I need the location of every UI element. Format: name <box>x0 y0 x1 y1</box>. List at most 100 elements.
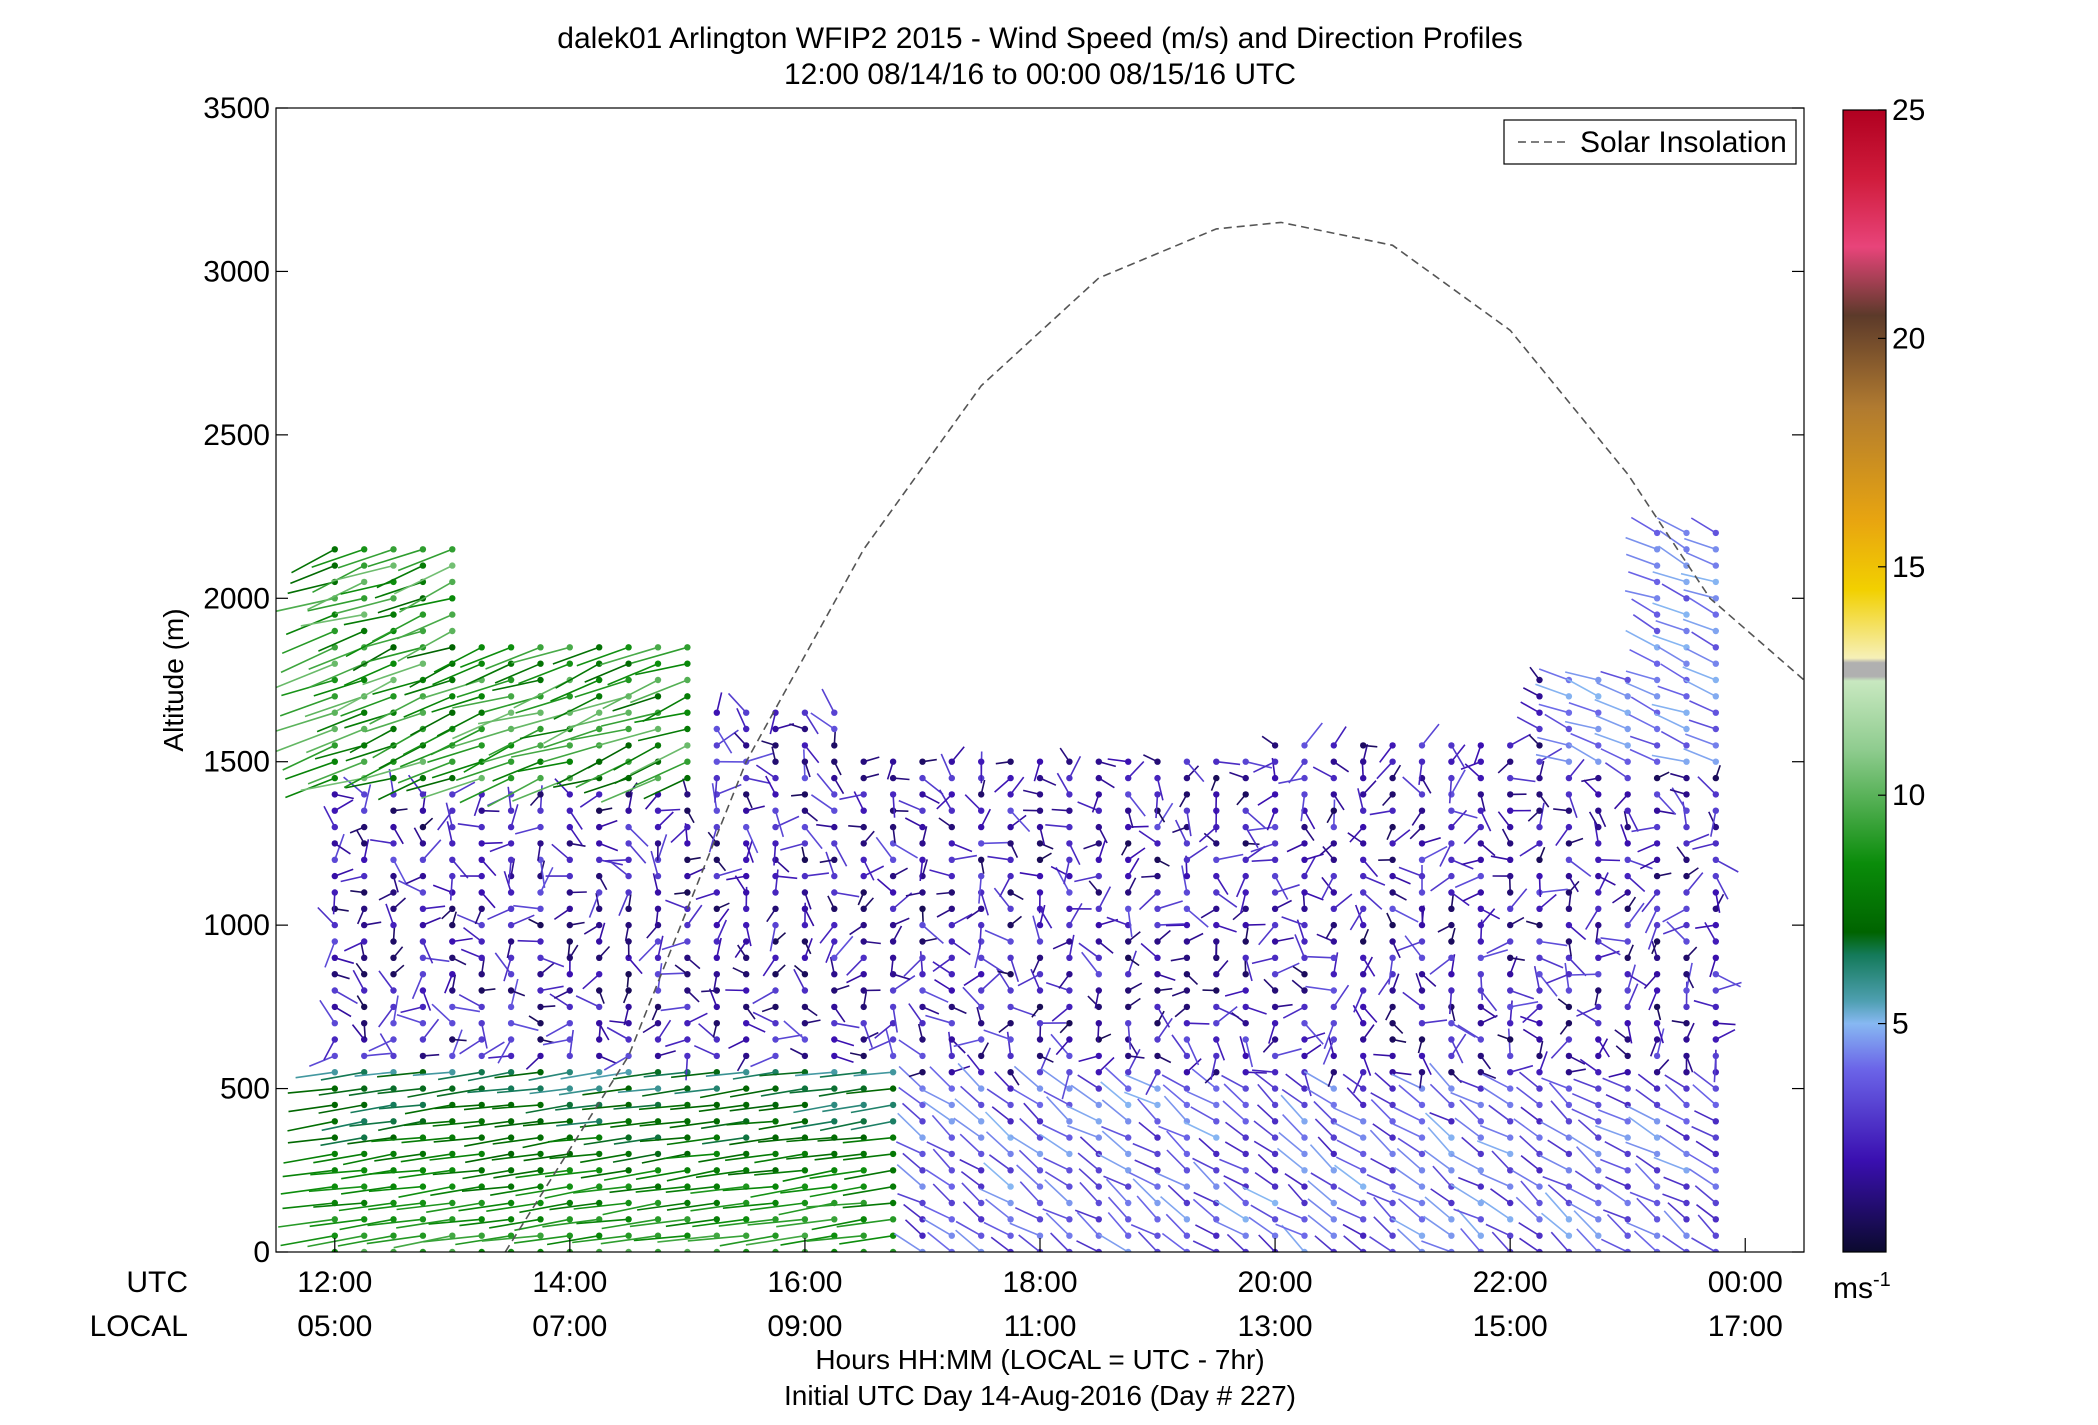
wind-barb-stick <box>1600 1184 1629 1204</box>
wind-barb-point <box>449 1232 456 1239</box>
wind-barb-stick <box>1068 843 1081 866</box>
wind-barb-point <box>1653 546 1661 553</box>
wind-barb-point <box>801 938 809 945</box>
wind-barb-stick <box>1287 1183 1306 1204</box>
wind-barb-point <box>801 872 809 880</box>
wind-barb-point <box>566 856 573 863</box>
wind-barb-stick <box>1124 1091 1158 1106</box>
wind-barb-stick <box>951 913 973 926</box>
wind-barb-point <box>449 1118 456 1125</box>
wind-barb-stick <box>576 1218 629 1225</box>
wind-barb-stick <box>1128 1171 1158 1188</box>
wind-barb-point <box>1683 856 1690 863</box>
wind-barb-stick <box>481 841 503 845</box>
x-tick-label-local: 13:00 <box>1238 1310 1313 1343</box>
wind-barb-point <box>625 1167 632 1174</box>
wind-barb-point <box>743 905 750 912</box>
wind-barb-stick <box>1019 1117 1041 1139</box>
wind-barb-point <box>1624 840 1631 847</box>
wind-barb-stick <box>399 581 453 613</box>
wind-barb-stick <box>1077 801 1100 812</box>
wind-barb-stick <box>1317 1136 1335 1155</box>
wind-barb-point <box>1036 774 1044 782</box>
wind-barb-stick <box>1538 973 1558 997</box>
wind-barb-stick <box>718 1218 776 1227</box>
wind-barb-point <box>889 1248 897 1252</box>
wind-barb-point <box>361 987 368 994</box>
y-tick-label: 2500 <box>203 419 270 452</box>
wind-barb-point <box>566 1036 573 1043</box>
wind-barb-point <box>478 987 485 994</box>
wind-barb-stick <box>957 1062 982 1090</box>
wind-barb-point <box>1330 1248 1337 1252</box>
wind-barb-stick <box>627 842 647 864</box>
wind-barb-stick <box>1568 794 1578 818</box>
wind-barb-stick <box>1392 875 1411 885</box>
wind-barb-point <box>1301 1085 1308 1092</box>
wind-barb-stick <box>493 1169 541 1179</box>
wind-barb-stick <box>1245 1006 1267 1015</box>
wind-barb-point <box>361 1036 368 1043</box>
wind-barb-point <box>1624 889 1631 896</box>
wind-barb-point <box>1330 1069 1338 1076</box>
wind-barb-point <box>1418 1069 1426 1076</box>
wind-barb-point <box>625 1232 632 1239</box>
wind-barb-point <box>1007 791 1014 798</box>
wind-barb-stick <box>606 1026 629 1041</box>
wind-barb-point <box>1271 1150 1279 1158</box>
wind-barb-point <box>1536 905 1543 912</box>
wind-barb-stick <box>1077 1074 1100 1090</box>
wind-barb-point <box>1448 1199 1455 1207</box>
wind-barb-stick <box>601 1218 659 1230</box>
wind-barb-point <box>889 1167 897 1174</box>
wind-barb-point <box>1007 1085 1014 1092</box>
wind-barb-stick <box>842 1202 894 1209</box>
wind-barb-stick <box>422 839 442 861</box>
wind-barb-stick <box>1569 1188 1599 1204</box>
wind-barb-stick <box>1333 1121 1364 1139</box>
wind-barb-stick <box>901 1102 924 1122</box>
wind-barb-point <box>596 872 603 880</box>
wind-barb-stick <box>1598 1109 1628 1123</box>
wind-barb-stick <box>393 564 453 595</box>
wind-barb-point <box>361 1216 368 1223</box>
wind-barb-point <box>1125 1069 1132 1076</box>
wind-barb-point <box>1536 823 1543 831</box>
wind-barb-stick <box>318 630 365 652</box>
wind-barb-point <box>1418 987 1426 994</box>
wind-barb-point <box>1653 987 1661 994</box>
wind-barb-point <box>978 971 985 978</box>
wind-barb-stick <box>600 1234 659 1245</box>
wind-barb-point <box>1448 889 1455 896</box>
wind-barb-stick <box>426 1202 482 1213</box>
wind-barb-point <box>1271 1232 1279 1239</box>
wind-barb-stick <box>1098 839 1106 861</box>
wind-barb-stick <box>1077 1152 1100 1171</box>
wind-barb-stick <box>804 744 820 764</box>
wind-barb-point <box>1036 987 1044 994</box>
wind-barb-point <box>919 1150 926 1158</box>
wind-barb-point <box>419 1134 427 1141</box>
wind-barb-stick <box>372 679 424 695</box>
wind-barb-stick <box>1321 875 1335 899</box>
wind-barb-stick <box>1597 872 1609 893</box>
wind-barb-point <box>1683 889 1690 896</box>
wind-barb-stick <box>951 842 973 853</box>
wind-barb-stick <box>636 1202 688 1211</box>
wind-barb-point <box>1565 1020 1573 1027</box>
wind-barb-point <box>1653 725 1661 733</box>
wind-barb-point <box>831 905 838 912</box>
wind-barb-point <box>478 905 485 912</box>
wind-barb-stick <box>834 1055 854 1064</box>
wind-barb-stick <box>1063 859 1071 885</box>
wind-barb-point <box>713 1036 720 1043</box>
wind-barb-point <box>449 954 456 961</box>
wind-barb-stick <box>1105 1178 1129 1204</box>
wind-barb-stick <box>1010 1135 1041 1155</box>
wind-barb-point <box>478 660 485 667</box>
wind-barb-point <box>331 840 338 847</box>
wind-barb-point <box>860 1167 867 1174</box>
wind-barb-stick <box>513 1234 570 1244</box>
wind-barb-stick <box>1369 1129 1394 1155</box>
wind-barb-point <box>507 889 515 896</box>
